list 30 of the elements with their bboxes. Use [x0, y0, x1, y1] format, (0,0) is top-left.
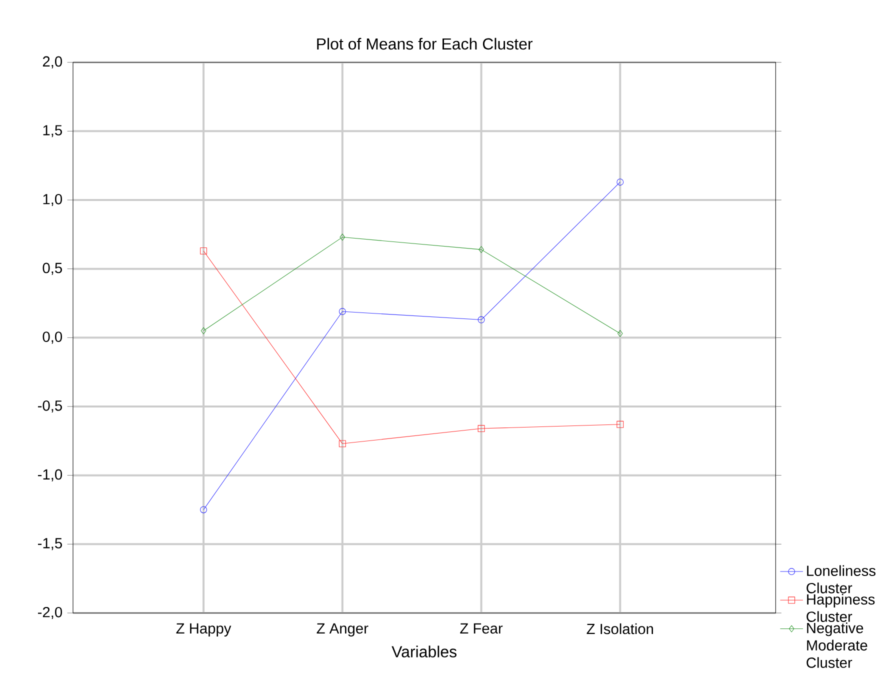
y-tick-label: 1,5 — [43, 125, 62, 138]
legend-label: Happiness Cluster — [806, 594, 875, 622]
point — [617, 330, 623, 337]
y-tick-label: 1,0 — [43, 194, 62, 206]
x-tick-label: Z Happy — [176, 623, 232, 637]
point — [478, 246, 484, 254]
y-tick-label: 0,0 — [42, 332, 62, 344]
y-tick-label: 0,5 — [42, 262, 62, 275]
point — [200, 506, 208, 514]
y-tick-label: -0,5 — [38, 400, 62, 413]
point — [200, 327, 206, 334]
x-tick-label: Z Fear — [460, 623, 503, 634]
point — [340, 234, 346, 241]
y-tick-label: 2,0 — [42, 56, 62, 68]
point — [478, 425, 485, 432]
point — [616, 178, 624, 186]
chart-title: Plot of Means for Each Cluster — [317, 38, 533, 50]
legend-label: Negative Moderate Cluster — [806, 622, 868, 668]
y-tick-label: -1,5 — [38, 538, 62, 550]
point — [338, 440, 346, 448]
point — [200, 247, 208, 254]
x-tick-label: Z Isolation — [586, 623, 653, 634]
point — [616, 420, 624, 428]
x-tick-label: Z Anger — [316, 623, 368, 637]
legend-label: Loneliness Cluster — [806, 565, 876, 594]
point — [338, 308, 346, 315]
point — [478, 316, 485, 324]
y-tick-label: -2,0 — [38, 606, 62, 620]
x-axis-title: Variables — [392, 646, 457, 658]
y-tick-label: -1,0 — [38, 469, 62, 482]
